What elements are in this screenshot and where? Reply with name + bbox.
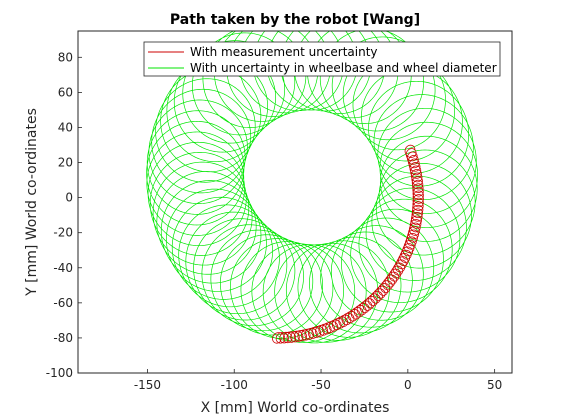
axes-frame (77, 30, 513, 374)
y-tick-label: -100 (46, 366, 73, 380)
x-tick-label: -100 (221, 378, 248, 392)
x-tick-label: -50 (311, 378, 331, 392)
y-tick-label: -80 (53, 331, 73, 345)
x-tick-label: 50 (487, 378, 502, 392)
y-axis-label: Y [mm] World co-ordinates (24, 108, 40, 297)
y-tick-label: 80 (58, 50, 73, 64)
y-tick-label: 60 (58, 85, 73, 99)
legend: With measurement uncertainty With uncert… (143, 41, 501, 77)
chart-title: Path taken by the robot [Wang] (170, 12, 420, 28)
axis-ticks: -150 -100 -50 0 50 -100 -80 -60 -40 -20 0 20 40 60 80 (46, 50, 503, 392)
x-tick-label: 0 (404, 378, 412, 392)
y-tick-label: 20 (58, 156, 73, 170)
legend-box (143, 41, 501, 77)
y-tick-label: -20 (53, 226, 73, 240)
legend-label-measurement: With measurement uncertainty (190, 45, 378, 59)
series-measurement-line (272, 144, 424, 344)
y-tick-label: 40 (58, 120, 73, 134)
y-tick-label: -40 (53, 261, 73, 275)
y-tick-label: -60 (53, 296, 73, 310)
y-tick-label: 0 (65, 191, 73, 205)
legend-label-wheelbase: With uncertainty in wheelbase and wheel … (190, 61, 497, 75)
x-tick-label: -150 (134, 378, 161, 392)
x-axis-label: X [mm] World co-ordinates (201, 400, 390, 416)
